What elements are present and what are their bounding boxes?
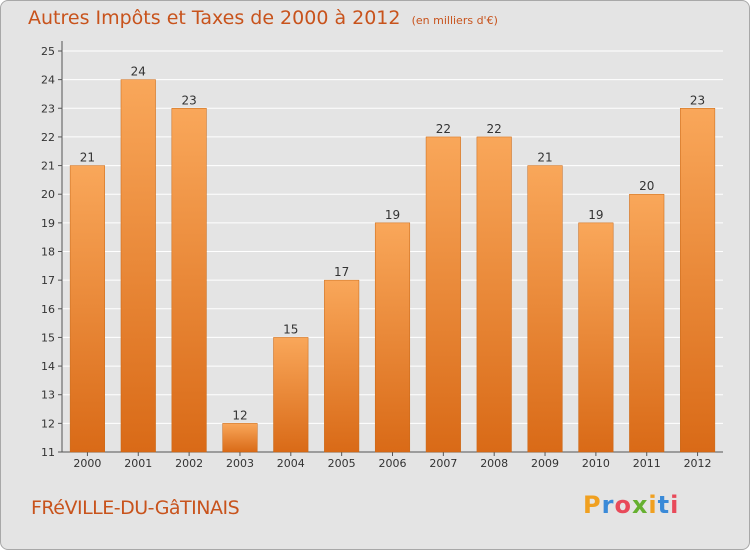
bar-2009 bbox=[527, 165, 563, 453]
bar-value-label: 21 bbox=[80, 151, 95, 165]
x-tick-label: 2010 bbox=[582, 457, 610, 470]
y-tick-label: 19 bbox=[41, 217, 55, 230]
x-tick-label: 2009 bbox=[531, 457, 559, 470]
x-tick-label: 2011 bbox=[633, 457, 661, 470]
x-tick-label: 2001 bbox=[124, 457, 152, 470]
labels: 21 2000 24 2001 23 2002 12 2003 15 2004 17 2005 19 20… bbox=[73, 65, 711, 470]
logo-letter: t bbox=[657, 491, 671, 519]
bar-2004 bbox=[273, 337, 309, 453]
y-tick-label: 20 bbox=[41, 188, 55, 201]
y-tick-label: 13 bbox=[41, 389, 55, 402]
bar-value-label: 17 bbox=[334, 265, 349, 279]
logo-letter: x bbox=[631, 491, 649, 519]
bar-value-label: 22 bbox=[487, 122, 502, 136]
bar-2012 bbox=[680, 108, 716, 453]
y-tick-label: 18 bbox=[41, 246, 55, 259]
bar-2002 bbox=[171, 108, 207, 453]
y-tick-label: 14 bbox=[41, 360, 55, 373]
bar-2000 bbox=[69, 165, 105, 453]
bar-value-label: 23 bbox=[181, 93, 196, 107]
x-tick-label: 2007 bbox=[429, 457, 457, 470]
x-tick-label: 2008 bbox=[480, 457, 508, 470]
x-tick-label: 2004 bbox=[277, 457, 305, 470]
y-tick-label: 23 bbox=[41, 102, 55, 115]
bar-value-label: 24 bbox=[131, 65, 146, 79]
logo-letter: P bbox=[583, 491, 602, 519]
bar-value-label: 20 bbox=[639, 179, 654, 193]
y-tick-label: 17 bbox=[41, 274, 55, 287]
x-tick-label: 2012 bbox=[684, 457, 712, 470]
x-tick-label: 2006 bbox=[379, 457, 407, 470]
x-tick-label: 2002 bbox=[175, 457, 203, 470]
y-tick-label: 11 bbox=[41, 446, 55, 459]
bar-value-label: 19 bbox=[588, 208, 603, 222]
bar-2001 bbox=[120, 79, 156, 453]
chart-title: Autres Impôts et Taxes de 2000 à 2012 bbox=[28, 7, 401, 29]
bar-value-label: 15 bbox=[283, 322, 298, 336]
bar-value-label: 19 bbox=[385, 208, 400, 222]
bar-2005 bbox=[324, 279, 360, 453]
location-label: FRéVILLE-DU-GâTINAIS bbox=[31, 497, 240, 519]
bar-2003 bbox=[222, 423, 258, 453]
bar-value-label: 12 bbox=[232, 408, 247, 422]
bars bbox=[69, 79, 716, 453]
bar-value-label: 22 bbox=[436, 122, 451, 136]
logo-letter: o bbox=[614, 491, 632, 519]
y-tick-label: 24 bbox=[41, 74, 55, 87]
logo-letter: r bbox=[601, 491, 615, 519]
y-tick-label: 12 bbox=[41, 417, 55, 430]
y-tick-label: 22 bbox=[41, 131, 55, 144]
bar-2007 bbox=[425, 136, 461, 453]
logo-letter: i bbox=[670, 491, 680, 519]
y-tick-label: 21 bbox=[41, 160, 55, 173]
bar-2006 bbox=[374, 222, 411, 453]
x-tick-label: 2005 bbox=[328, 457, 356, 470]
y-tick-label: 16 bbox=[41, 303, 55, 316]
y-tick-label: 25 bbox=[41, 45, 55, 58]
bar-2010 bbox=[578, 222, 614, 453]
chart-title-area: Autres Impôts et Taxes de 2000 à 2012 (e… bbox=[28, 7, 498, 29]
bar-2008 bbox=[476, 136, 512, 453]
x-tick-label: 2003 bbox=[226, 457, 254, 470]
y-tick-label: 15 bbox=[41, 331, 55, 344]
bar-2011 bbox=[629, 193, 665, 453]
proxiti-logo[interactable]: Proxiti bbox=[583, 491, 679, 519]
bar-value-label: 21 bbox=[537, 151, 552, 165]
x-tick-label: 2000 bbox=[73, 457, 101, 470]
bar-value-label: 23 bbox=[690, 93, 705, 107]
chart-subtitle: (en milliers d'€) bbox=[411, 14, 498, 27]
logo-letter: i bbox=[648, 491, 658, 519]
